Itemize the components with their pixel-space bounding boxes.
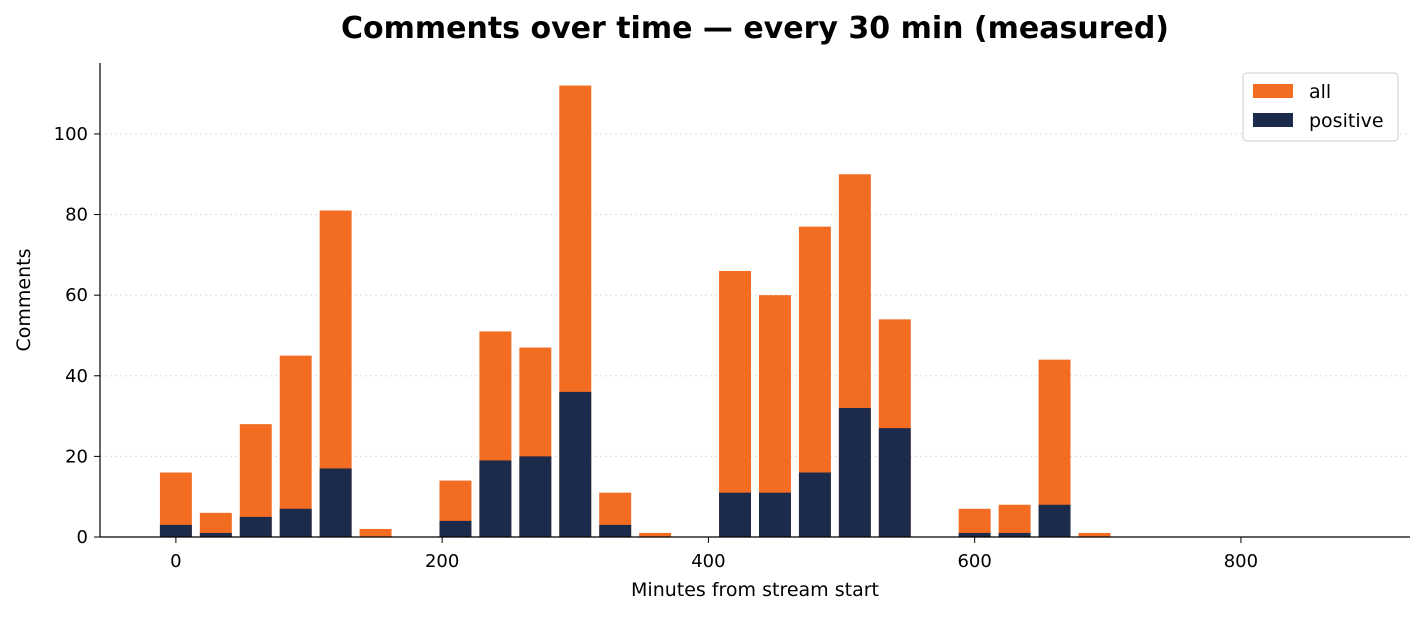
y-axis-label: Comments — [13, 249, 35, 352]
bar-positive — [958, 532, 991, 537]
bar-positive — [798, 472, 831, 537]
bar-positive — [599, 524, 632, 537]
bar-positive — [159, 524, 192, 537]
bar-positive — [758, 492, 791, 537]
bar-positive — [239, 516, 272, 537]
chart-title: Comments over time — every 30 min (measu… — [341, 11, 1169, 46]
legend: all positive — [1242, 72, 1399, 142]
series-positive-bars — [159, 391, 1071, 537]
axes — [99, 63, 1410, 538]
x-tick-label: 0 — [170, 551, 181, 572]
bar-all — [639, 532, 672, 537]
bar-all — [359, 528, 392, 537]
series-all-bars — [159, 85, 1111, 538]
legend-label-positive: positive — [1309, 110, 1384, 132]
bar-positive — [439, 520, 472, 537]
x-tick-label: 800 — [1224, 551, 1258, 572]
y-tick-label: 80 — [65, 205, 88, 226]
x-axis-label: Minutes from stream start — [631, 579, 879, 601]
bar-all — [279, 355, 312, 537]
legend-swatch-all — [1253, 84, 1293, 98]
bar-positive — [319, 468, 352, 537]
bar-positive — [479, 460, 512, 537]
x-tick-label: 400 — [691, 551, 725, 572]
bar-positive — [1038, 504, 1071, 537]
bar-positive — [559, 391, 592, 537]
bar-all — [1078, 532, 1111, 537]
y-tick-label: 20 — [65, 446, 88, 467]
bar-positive — [838, 408, 871, 537]
legend-label-all: all — [1309, 81, 1331, 103]
bar-positive — [878, 428, 911, 537]
bar-all — [998, 504, 1031, 537]
y-tick-label: 60 — [65, 285, 88, 306]
x-tick-label: 600 — [957, 551, 991, 572]
grid-lines — [100, 133, 1410, 457]
y-tick-label: 0 — [77, 527, 88, 548]
y-tick-label: 100 — [54, 124, 88, 145]
x-ticks: 0 200 400 600 800 — [170, 537, 1258, 572]
legend-swatch-positive — [1253, 113, 1293, 127]
x-tick-label: 200 — [425, 551, 459, 572]
y-ticks: 0 20 40 60 80 100 — [54, 124, 100, 548]
bar-positive — [998, 532, 1031, 537]
bar-all — [958, 508, 991, 537]
bar-positive — [519, 456, 552, 537]
bar-positive — [199, 532, 232, 537]
y-tick-label: 40 — [65, 366, 88, 387]
bar-positive — [719, 492, 752, 537]
bar-positive — [279, 508, 312, 537]
